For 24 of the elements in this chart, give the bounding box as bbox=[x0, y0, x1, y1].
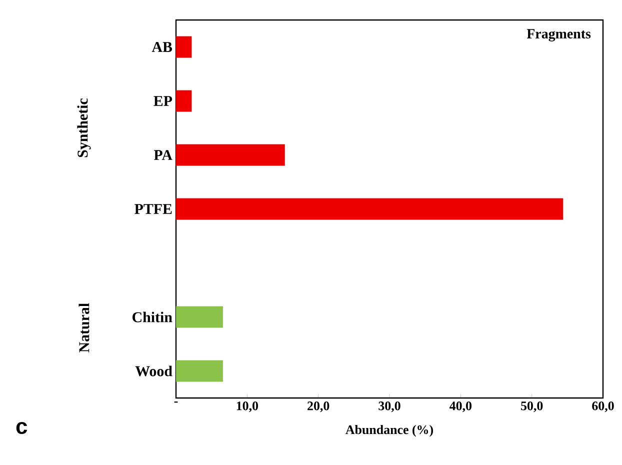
bar bbox=[176, 36, 192, 58]
x-tick-label: 40,0 bbox=[450, 402, 472, 412]
x-tick-label: 10,0 bbox=[236, 402, 258, 412]
y-tick-label: Chitin bbox=[132, 312, 172, 322]
text: Synthetic bbox=[77, 98, 91, 158]
y-tick-label: Wood bbox=[135, 366, 172, 376]
annotation: Fragments bbox=[526, 29, 591, 42]
bar bbox=[176, 360, 223, 382]
y-tick-label: AB bbox=[152, 42, 172, 52]
text: c bbox=[16, 422, 28, 434]
bar bbox=[176, 198, 564, 220]
bar bbox=[176, 306, 223, 328]
x-tick-label: - bbox=[174, 402, 178, 403]
text: Natural bbox=[78, 303, 90, 352]
x-tick-label: 30,0 bbox=[378, 402, 400, 412]
bar bbox=[176, 144, 285, 166]
bar bbox=[176, 90, 192, 112]
x-axis-title: Abundance (%) bbox=[346, 424, 433, 437]
y-tick-label: EP bbox=[154, 96, 172, 106]
y-tick-label: PTFE bbox=[134, 204, 172, 214]
x-tick-label: 20,0 bbox=[308, 402, 330, 412]
y-tick-label: PA bbox=[154, 150, 172, 160]
x-tick-label: 60,0 bbox=[592, 402, 614, 412]
x-tick-label: 50,0 bbox=[521, 402, 543, 412]
